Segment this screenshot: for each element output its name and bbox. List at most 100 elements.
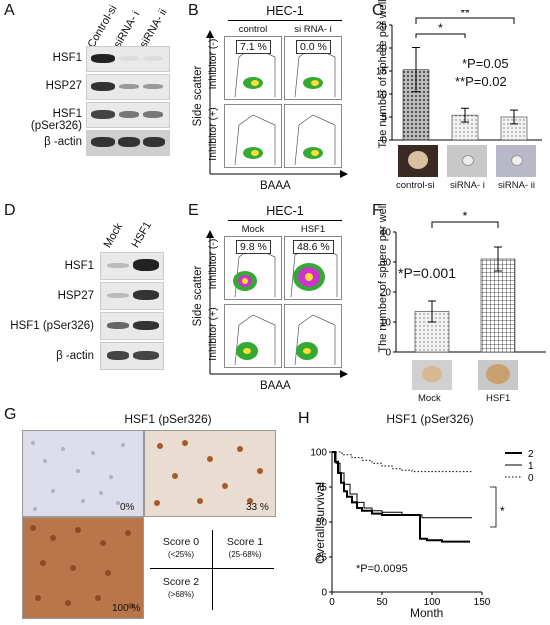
chart-c-cat-2: siRNA- i <box>450 180 485 191</box>
blot-a-row-actin: β -actin <box>44 136 82 148</box>
chart-h-ytick-label-1: 25 <box>316 553 328 564</box>
facs-e-plot-4 <box>284 304 342 368</box>
facs-e-plot-3 <box>224 304 282 368</box>
blot-a-band-actin <box>86 130 170 156</box>
facs-b-col-2: si RNA- i <box>294 24 332 35</box>
chart-c-photo-2 <box>447 145 487 177</box>
ihc-image-score1 <box>144 430 276 517</box>
ihc-pct-33: 33 % <box>246 502 269 513</box>
blot-d-band-phsf1 <box>100 312 164 340</box>
chart-c-bracket-2 <box>415 17 515 24</box>
chart-f-bar-1 <box>480 258 516 353</box>
facs-e-col-1: Mock <box>241 224 265 235</box>
panel-g-letter: G <box>4 406 17 423</box>
panel-f-letter: F <box>372 202 382 219</box>
chart-f-photo-1 <box>412 360 452 390</box>
blot-a-row-hsp27: HSP27 <box>45 80 82 92</box>
ihc-title: HSF1 (pSer326) <box>124 412 212 426</box>
score-1: Score 1 (25-68%) <box>226 536 264 560</box>
facs-e-pct-2: 48.6 % <box>293 240 334 254</box>
chart-c-ytick-label-5: 25 <box>376 21 388 32</box>
chart-c-ytick-label-0: 0 <box>381 136 387 147</box>
blot-a-row-hsf1: HSF1 <box>52 52 82 64</box>
panel-d-letter: D <box>4 202 16 219</box>
facs-e-pct-1: 9.8 % <box>236 240 271 254</box>
facs-b-pct-2: 0.0 % <box>296 40 331 54</box>
chart-h-ytick-label-0: 0 <box>321 588 327 599</box>
chart-h-p: *P=0.0095 <box>356 563 408 575</box>
chart-h-legend-label-0: 0 <box>528 473 534 484</box>
blot-d-band-hsf1 <box>100 252 164 280</box>
chart-c-p1: *P=0.05 <box>462 56 509 71</box>
chart-f-cat-1: Mock <box>418 393 441 404</box>
chart-h-xtick-label-2: 100 <box>424 597 441 608</box>
panel-e-letter: E <box>188 202 199 219</box>
blot-d-band-hsp27 <box>100 282 164 310</box>
panel-b-letter: B <box>188 2 199 19</box>
chart-f-p: *P=0.001 <box>398 265 456 281</box>
chart-f-photo-2 <box>478 360 518 390</box>
blot-d-lane-1: Mock <box>101 221 126 250</box>
facs-b-xlabel: BAAA <box>260 180 291 192</box>
chart-c-cat-3: siRNA- ii <box>498 180 535 191</box>
panel-c-letter: C <box>372 2 384 19</box>
chart-f-ytick-label-0: 0 <box>385 348 391 359</box>
chart-h-series-2 <box>332 451 470 543</box>
chart-f-ytick-label-1: 10 <box>380 318 392 329</box>
facs-b-plot-4 <box>284 104 342 168</box>
blot-a-row-phsf1: HSF1 (pSer326) <box>30 108 82 132</box>
ihc-image-score0 <box>22 430 144 517</box>
blot-d-lane-2: HSF1 <box>129 219 155 250</box>
ihc-pct-100: 100 % <box>112 603 141 614</box>
chart-h-series-0 <box>332 451 472 473</box>
facs-e-axes <box>206 230 348 378</box>
chart-h-xtick-label-1: 50 <box>376 597 388 608</box>
blot-d-row-hsp27: HSP27 <box>57 290 94 302</box>
chart-c-p2: **P=0.02 <box>455 74 507 89</box>
chart-h-legend-label-2: 2 <box>528 449 534 460</box>
chart-c-sig-2: ** <box>460 10 470 20</box>
chart-h-xtick-label-3: 150 <box>474 597 491 608</box>
blot-a-band-hsf1 <box>86 46 170 72</box>
chart-h-xtick-label-0: 0 <box>329 597 335 608</box>
chart-h-ytick-label-2: 50 <box>316 518 328 529</box>
chart-h-sig: * <box>500 504 505 518</box>
chart-h-series-1 <box>332 451 472 519</box>
ihc-image-score2 <box>22 517 144 619</box>
facs-b-title: HEC-1 <box>266 4 304 18</box>
blot-a-band-phsf1 <box>86 102 170 128</box>
blot-d-row-hsf1: HSF1 <box>64 260 94 272</box>
chart-f-ytick-label-2: 20 <box>380 288 392 299</box>
chart-c-ytick-label-3: 15 <box>376 67 388 78</box>
panel-h-letter: H <box>298 410 310 427</box>
chart-h-xlabel: Month <box>410 606 444 620</box>
chart-f-sig: * <box>463 209 468 223</box>
blot-d-row-actin: β -actin <box>56 350 94 362</box>
chart-h-title: HSF1 (pSer326) <box>386 412 474 426</box>
facs-b-plot-2 <box>284 36 342 100</box>
chart-c-photo-3 <box>496 145 536 177</box>
blot-a-band-hsp27 <box>86 74 170 100</box>
facs-e-col-2: HSF1 <box>300 224 326 235</box>
blot-d-row-phsf1: HSF1 (pSer326) <box>10 320 94 332</box>
chart-f-ytick-label-4: 40 <box>380 228 392 239</box>
chart-f-cat-2: HSF1 <box>486 393 511 404</box>
chart-h-ytick-label-4: 100 <box>310 448 327 459</box>
chart-c-ytick-label-2: 10 <box>376 90 388 101</box>
chart-h-bracket <box>490 486 497 528</box>
score-2: Score 2 (>68%) <box>162 576 200 600</box>
chart-f: 0 10 20 30 40 * <box>380 209 546 359</box>
score-0: Score 0 (<25%) <box>162 536 200 560</box>
blot-d-band-actin <box>100 342 164 370</box>
chart-c-cat-1: control-si <box>396 180 435 191</box>
facs-e-xlabel: BAAA <box>260 380 291 392</box>
facs-b-plot-3 <box>224 104 282 168</box>
chart-c-photo-1 <box>398 145 438 177</box>
facs-b-pct-1: 7.1 % <box>236 40 271 54</box>
chart-c-sig-1: * <box>438 21 443 35</box>
chart-c-ytick-label-4: 20 <box>376 44 388 55</box>
chart-f-bracket <box>431 221 499 228</box>
panel-a-letter: A <box>4 2 15 19</box>
chart-f-ytick-label-3: 30 <box>380 258 392 269</box>
